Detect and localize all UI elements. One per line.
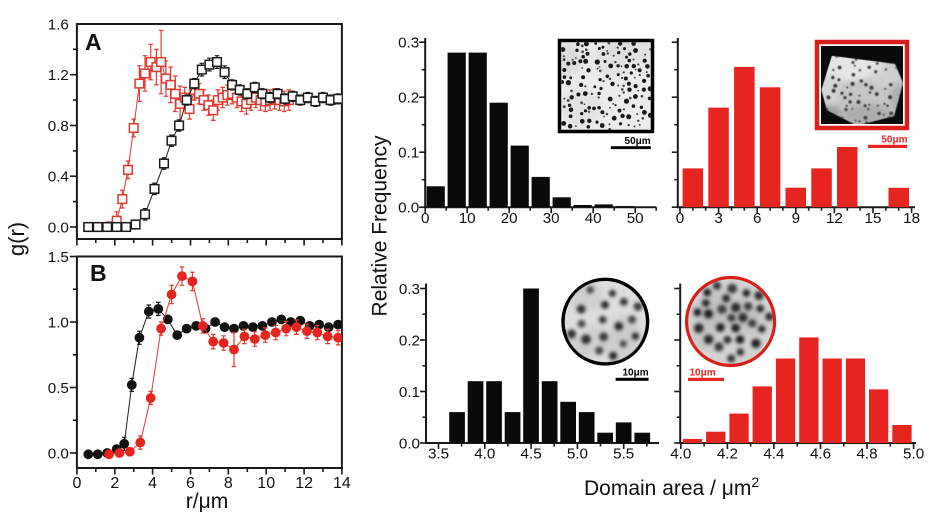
svg-text:0: 0 (676, 210, 684, 227)
svg-text:0.0: 0.0 (399, 436, 420, 453)
svg-text:g(r): g(r) (4, 222, 29, 256)
svg-text:6: 6 (186, 475, 195, 492)
svg-text:4.0: 4.0 (670, 446, 691, 463)
svg-text:B: B (90, 260, 107, 286)
svg-text:Relative Frequency: Relative Frequency (369, 135, 392, 316)
svg-text:12: 12 (295, 475, 313, 492)
svg-text:18: 18 (903, 210, 920, 227)
svg-text:5.0: 5.0 (903, 446, 924, 463)
svg-text:6: 6 (753, 210, 761, 227)
svg-text:0.1: 0.1 (398, 145, 419, 162)
svg-text:0.2: 0.2 (399, 333, 420, 350)
svg-text:3.5: 3.5 (428, 446, 449, 463)
svg-text:r/μm: r/μm (186, 490, 228, 513)
svg-text:5.5: 5.5 (613, 446, 634, 463)
svg-text:0.4: 0.4 (48, 169, 69, 186)
svg-text:1.0: 1.0 (48, 315, 69, 332)
svg-text:0.1: 0.1 (399, 384, 420, 401)
svg-text:0.0: 0.0 (48, 220, 69, 237)
svg-text:4.0: 4.0 (474, 446, 495, 463)
svg-text:4.4: 4.4 (763, 446, 784, 463)
svg-text:50: 50 (627, 210, 644, 227)
svg-text:0.3: 0.3 (399, 281, 420, 298)
svg-text:15: 15 (865, 210, 882, 227)
svg-text:4.2: 4.2 (717, 446, 738, 463)
svg-text:30: 30 (543, 210, 560, 227)
svg-text:0: 0 (421, 210, 429, 227)
svg-text:0.2: 0.2 (398, 90, 419, 107)
svg-text:10μm: 10μm (690, 368, 716, 379)
svg-text:0.8: 0.8 (48, 118, 69, 135)
svg-text:50μm: 50μm (625, 136, 651, 147)
svg-text:10μm: 10μm (622, 368, 648, 379)
svg-text:4.6: 4.6 (810, 446, 831, 463)
svg-text:4.5: 4.5 (521, 446, 542, 463)
svg-text:14: 14 (333, 475, 351, 492)
svg-text:A: A (85, 29, 102, 55)
svg-text:2: 2 (110, 475, 119, 492)
svg-text:1.5: 1.5 (48, 249, 69, 266)
svg-text:0.0: 0.0 (48, 446, 69, 463)
svg-text:4.8: 4.8 (856, 446, 877, 463)
svg-text:0: 0 (72, 475, 81, 492)
svg-text:0.3: 0.3 (398, 35, 419, 52)
svg-text:0.0: 0.0 (398, 200, 419, 217)
svg-text:0.5: 0.5 (48, 380, 69, 397)
svg-text:20: 20 (501, 210, 518, 227)
svg-text:3: 3 (714, 210, 722, 227)
svg-text:Domain area / μm2: Domain area / μm2 (584, 474, 759, 500)
svg-text:1.2: 1.2 (48, 67, 69, 84)
svg-text:50μm: 50μm (881, 134, 907, 145)
svg-text:5.0: 5.0 (567, 446, 588, 463)
svg-text:8: 8 (224, 475, 233, 492)
svg-text:4: 4 (148, 475, 157, 492)
svg-text:10: 10 (459, 210, 476, 227)
svg-text:9: 9 (792, 210, 800, 227)
svg-text:10: 10 (257, 475, 275, 492)
svg-text:1.6: 1.6 (48, 17, 69, 34)
svg-text:40: 40 (585, 210, 602, 227)
svg-text:12: 12 (826, 210, 843, 227)
